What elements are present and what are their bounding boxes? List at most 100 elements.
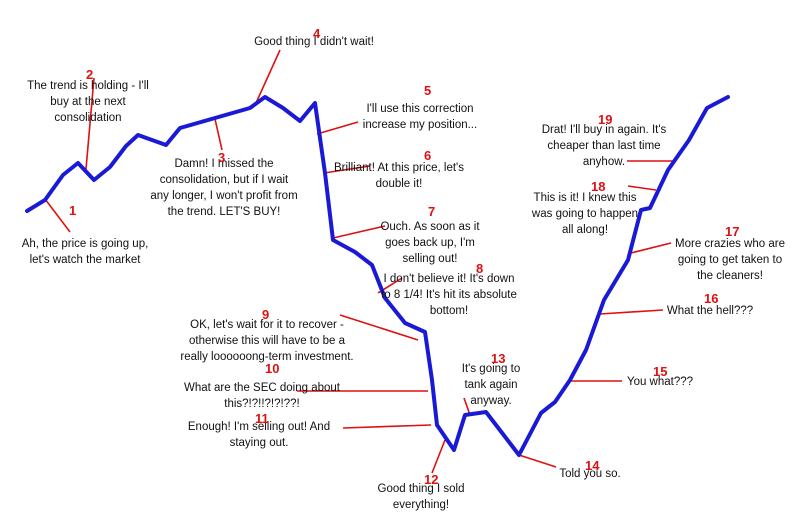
caption-line: Damn! I missed the — [174, 158, 274, 170]
stage-number-18: 18 — [591, 179, 606, 194]
stage-number-5: 5 — [424, 83, 432, 98]
caption-line: anyhow. — [582, 156, 626, 168]
caption-line: Good thing I sold — [377, 483, 465, 495]
caption-line: This is it! I knew this — [533, 192, 637, 204]
stage-caption-13: It's going to tank again anyway. — [462, 361, 520, 409]
pointer-line-13 — [463, 397, 471, 416]
caption-line: Ouch. As soon as it — [380, 221, 480, 233]
stage-caption-19: Drat! I'll buy in again. It's cheaper tha… — [542, 122, 667, 170]
caption-line: Drat! I'll buy in again. It's — [541, 124, 667, 136]
caption-line: bottom! — [429, 305, 469, 317]
stage-number-14: 14 — [585, 458, 600, 473]
stage-caption-12: Good thing I sold everything! — [378, 481, 465, 513]
caption-line: goes back up, I'm — [385, 237, 475, 249]
stage-caption-15: You what??? — [627, 374, 693, 390]
stage-number-11: 11 — [255, 411, 269, 426]
caption-line: tank again — [464, 379, 518, 391]
caption-line: What are the SEC doing about — [184, 382, 340, 394]
pointer-lines — [44, 49, 673, 474]
caption-line: really loooooong-term investment. — [180, 351, 354, 363]
caption-line: What the hell??? — [666, 305, 754, 317]
stage-caption-10: What are the SEC doing about this?!?!!?!?… — [184, 380, 340, 412]
caption-line: all along! — [561, 224, 609, 236]
stage-caption-8: I don't believe it! It's down to 8 1/4! I… — [381, 271, 517, 319]
stage-caption-17: More crazies who are going to get taken t… — [675, 236, 785, 284]
stage-caption-4: Good thing I didn't wait! — [254, 34, 374, 50]
caption-line: the cleaners! — [697, 270, 763, 282]
caption-line: More crazies who are — [675, 238, 785, 250]
pointer-line-1 — [44, 198, 71, 233]
caption-line: to 8 1/4! It's hit its absolute — [381, 289, 517, 301]
caption-line: double it! — [375, 178, 423, 190]
caption-line: cheaper than last time — [547, 140, 661, 152]
price-line — [25, 95, 730, 457]
pointer-line-6 — [323, 165, 371, 174]
stage-number-19: 19 — [598, 112, 613, 127]
stage-caption-3: Damn! I missed the consolidation, but if … — [150, 156, 297, 220]
caption-line: OK, let's wait for it to recover - — [190, 319, 344, 331]
caption-line: You what??? — [626, 376, 694, 388]
pointer-line-16 — [599, 309, 664, 315]
caption-line: selling out! — [402, 253, 458, 265]
pointer-line-2 — [85, 77, 95, 170]
caption-line: The trend is holding - I'll — [27, 80, 149, 92]
pointer-line-11 — [342, 424, 432, 429]
caption-line: Told you so. — [559, 468, 621, 480]
pointer-line-18 — [627, 185, 657, 191]
stage-number-3: 3 — [218, 150, 226, 165]
stage-number-1: 1 — [69, 203, 77, 218]
caption-line: buy at the next — [50, 96, 126, 108]
stage-caption-6: Brilliant! At this price, let's double it… — [334, 160, 464, 192]
caption-line: the trend. LET'S BUY! — [167, 206, 281, 218]
caption-line: Brilliant! At this price, let's — [333, 162, 465, 174]
stage-number-16: 16 — [704, 291, 719, 306]
stage-caption-14: Told you so. — [559, 466, 620, 482]
pointer-line-17 — [630, 242, 672, 254]
stage-number-13: 13 — [491, 351, 506, 366]
stage-caption-11: Enough! I'm selling out! And staying out. — [188, 419, 330, 451]
stage-number-12: 12 — [424, 472, 439, 487]
caption-line: was going to happen — [531, 208, 639, 220]
stage-number-9: 9 — [262, 307, 270, 322]
stage-number-15: 15 — [653, 364, 668, 379]
stage-number-17: 17 — [725, 224, 740, 239]
caption-line: any longer, I won't profit from — [150, 190, 298, 202]
caption-line: consolidation, but if I wait — [159, 174, 289, 186]
caption-line: let's watch the market — [29, 254, 141, 266]
stage-number-7: 7 — [428, 204, 436, 219]
pointer-line-14 — [518, 454, 557, 468]
caption-line: this?!?!!?!?!??! — [224, 398, 300, 410]
pointer-line-5 — [316, 121, 359, 135]
pointer-line-4 — [255, 49, 281, 104]
pointer-line-7 — [332, 225, 386, 239]
stage-caption-18: This is it! I knew this was going to happ… — [532, 190, 638, 238]
caption-line: Good thing I didn't wait! — [254, 36, 374, 48]
caption-line: anyway. — [470, 395, 512, 407]
caption-line: increase my position... — [362, 119, 478, 131]
caption-line: otherwise this will have to be a — [189, 335, 345, 347]
caption-line: It's going to — [461, 363, 521, 375]
caption-line: going to get taken to — [677, 254, 783, 266]
stage-caption-5: I'll use this correction increase my posi… — [363, 101, 477, 133]
stage-number-2: 2 — [86, 67, 94, 82]
stage-number-6: 6 — [424, 148, 432, 163]
stage-caption-9: OK, let's wait for it to recover - otherw… — [180, 317, 353, 365]
stage-caption-2: The trend is holding - I'll buy at the ne… — [27, 78, 149, 126]
caption-line: Ah, the price is going up, — [21, 238, 149, 250]
pointer-line-9 — [339, 314, 419, 341]
caption-line: staying out. — [229, 437, 289, 449]
caption-line: consolidation — [54, 112, 122, 124]
caption-line: I'll use this correction — [366, 103, 474, 115]
caption-line: I don't believe it! It's down — [383, 273, 515, 285]
stage-caption-16: What the hell??? — [667, 303, 753, 319]
stage-number-10: 10 — [265, 361, 280, 376]
pointer-line-12 — [431, 439, 446, 474]
stage-number-8: 8 — [476, 261, 484, 276]
stage-caption-7: Ouch. As soon as it goes back up, I'm sell… — [380, 219, 479, 267]
stage-number-4: 4 — [313, 26, 321, 41]
caption-line: everything! — [392, 499, 450, 511]
caption-line: Enough! I'm selling out! And — [187, 421, 331, 433]
pointer-line-3 — [214, 118, 223, 151]
stage-caption-1: Ah, the price is going up, let's watch th… — [22, 236, 149, 268]
